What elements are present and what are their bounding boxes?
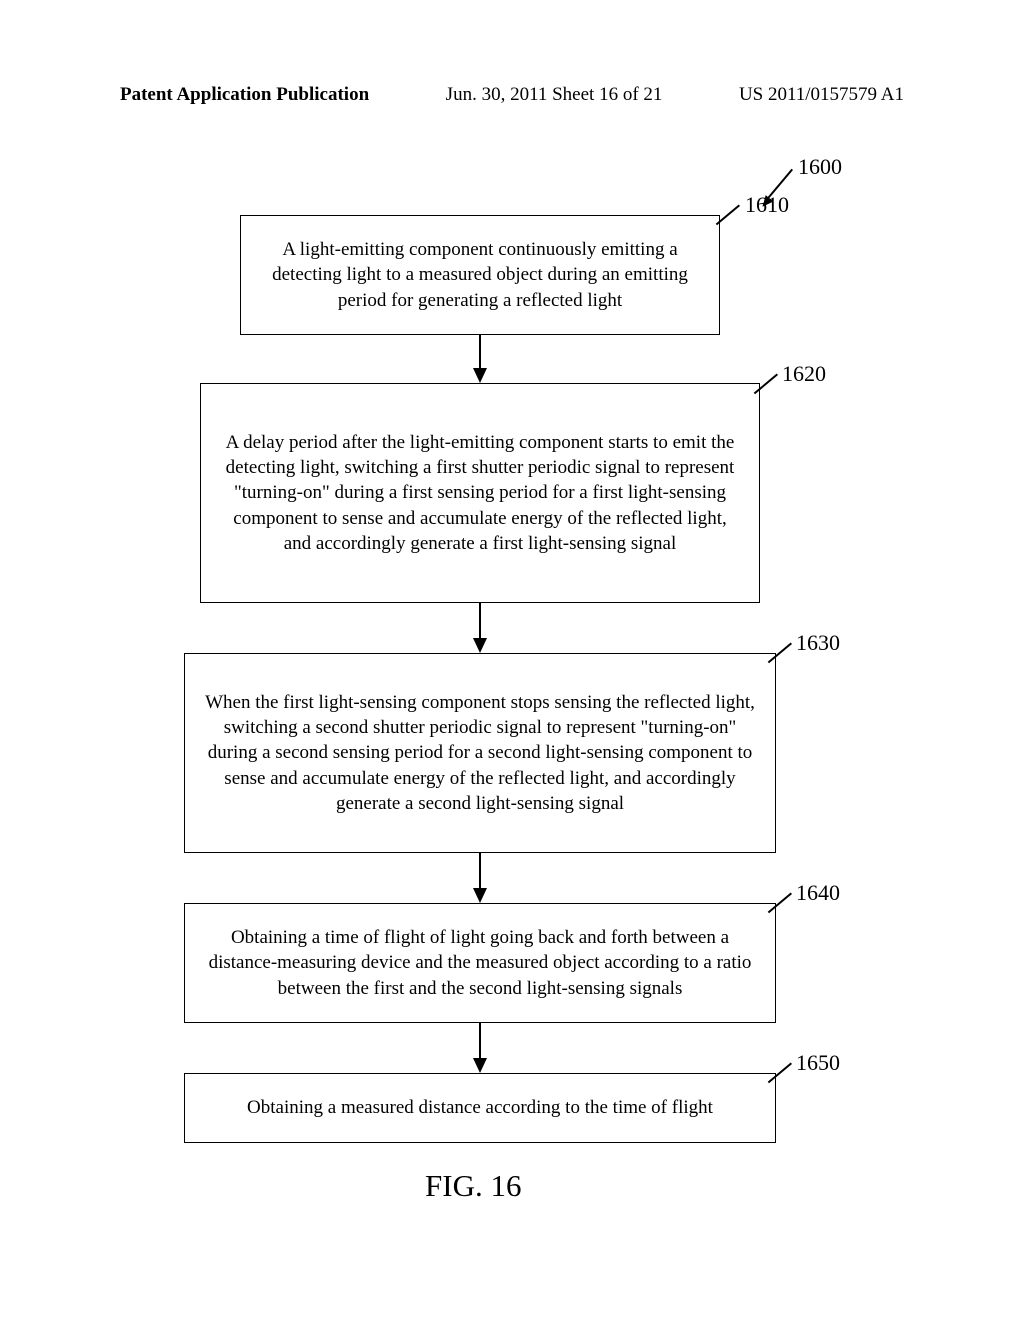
flow-arrow-head	[473, 368, 487, 383]
flow-arrow-line	[479, 335, 481, 368]
step-text: When the first light-sensing component s…	[203, 690, 757, 815]
flow-arrow-line	[479, 1023, 481, 1058]
flow-arrow-head	[473, 638, 487, 653]
flow-arrow-line	[479, 853, 481, 888]
flow-arrow-head	[473, 888, 487, 903]
header-pub-number: US 2011/0157579 A1	[739, 84, 904, 106]
reference-numeral: 1630	[796, 630, 840, 656]
header-date-sheet: Jun. 30, 2011 Sheet 16 of 21	[446, 84, 663, 106]
step-text: Obtaining a measured distance according …	[247, 1095, 713, 1120]
flowchart-step-1620: A delay period after the light-emitting …	[200, 383, 760, 603]
flow-arrow-head	[473, 1058, 487, 1073]
step-text: Obtaining a time of flight of light goin…	[203, 925, 757, 1000]
reference-numeral: 1610	[745, 192, 789, 218]
step-text: A light-emitting component continuously …	[259, 237, 701, 312]
page-header: Patent Application Publication Jun. 30, …	[0, 84, 1024, 106]
step-text: A delay period after the light-emitting …	[219, 430, 741, 555]
flowchart-step-1640: Obtaining a time of flight of light goin…	[184, 903, 776, 1023]
reference-numeral: 1620	[782, 361, 826, 387]
reference-numeral-main: 1600	[798, 154, 842, 180]
flow-arrow-line	[479, 603, 481, 638]
reference-numeral: 1640	[796, 880, 840, 906]
flowchart-step-1630: When the first light-sensing component s…	[184, 653, 776, 853]
header-publication: Patent Application Publication	[120, 84, 369, 106]
flowchart-step-1650: Obtaining a measured distance according …	[184, 1073, 776, 1143]
figure-caption: FIG. 16	[425, 1168, 521, 1204]
reference-numeral: 1650	[796, 1050, 840, 1076]
flowchart-step-1610: A light-emitting component continuously …	[240, 215, 720, 335]
